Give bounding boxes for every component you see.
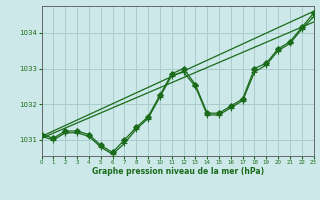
X-axis label: Graphe pression niveau de la mer (hPa): Graphe pression niveau de la mer (hPa) <box>92 167 264 176</box>
